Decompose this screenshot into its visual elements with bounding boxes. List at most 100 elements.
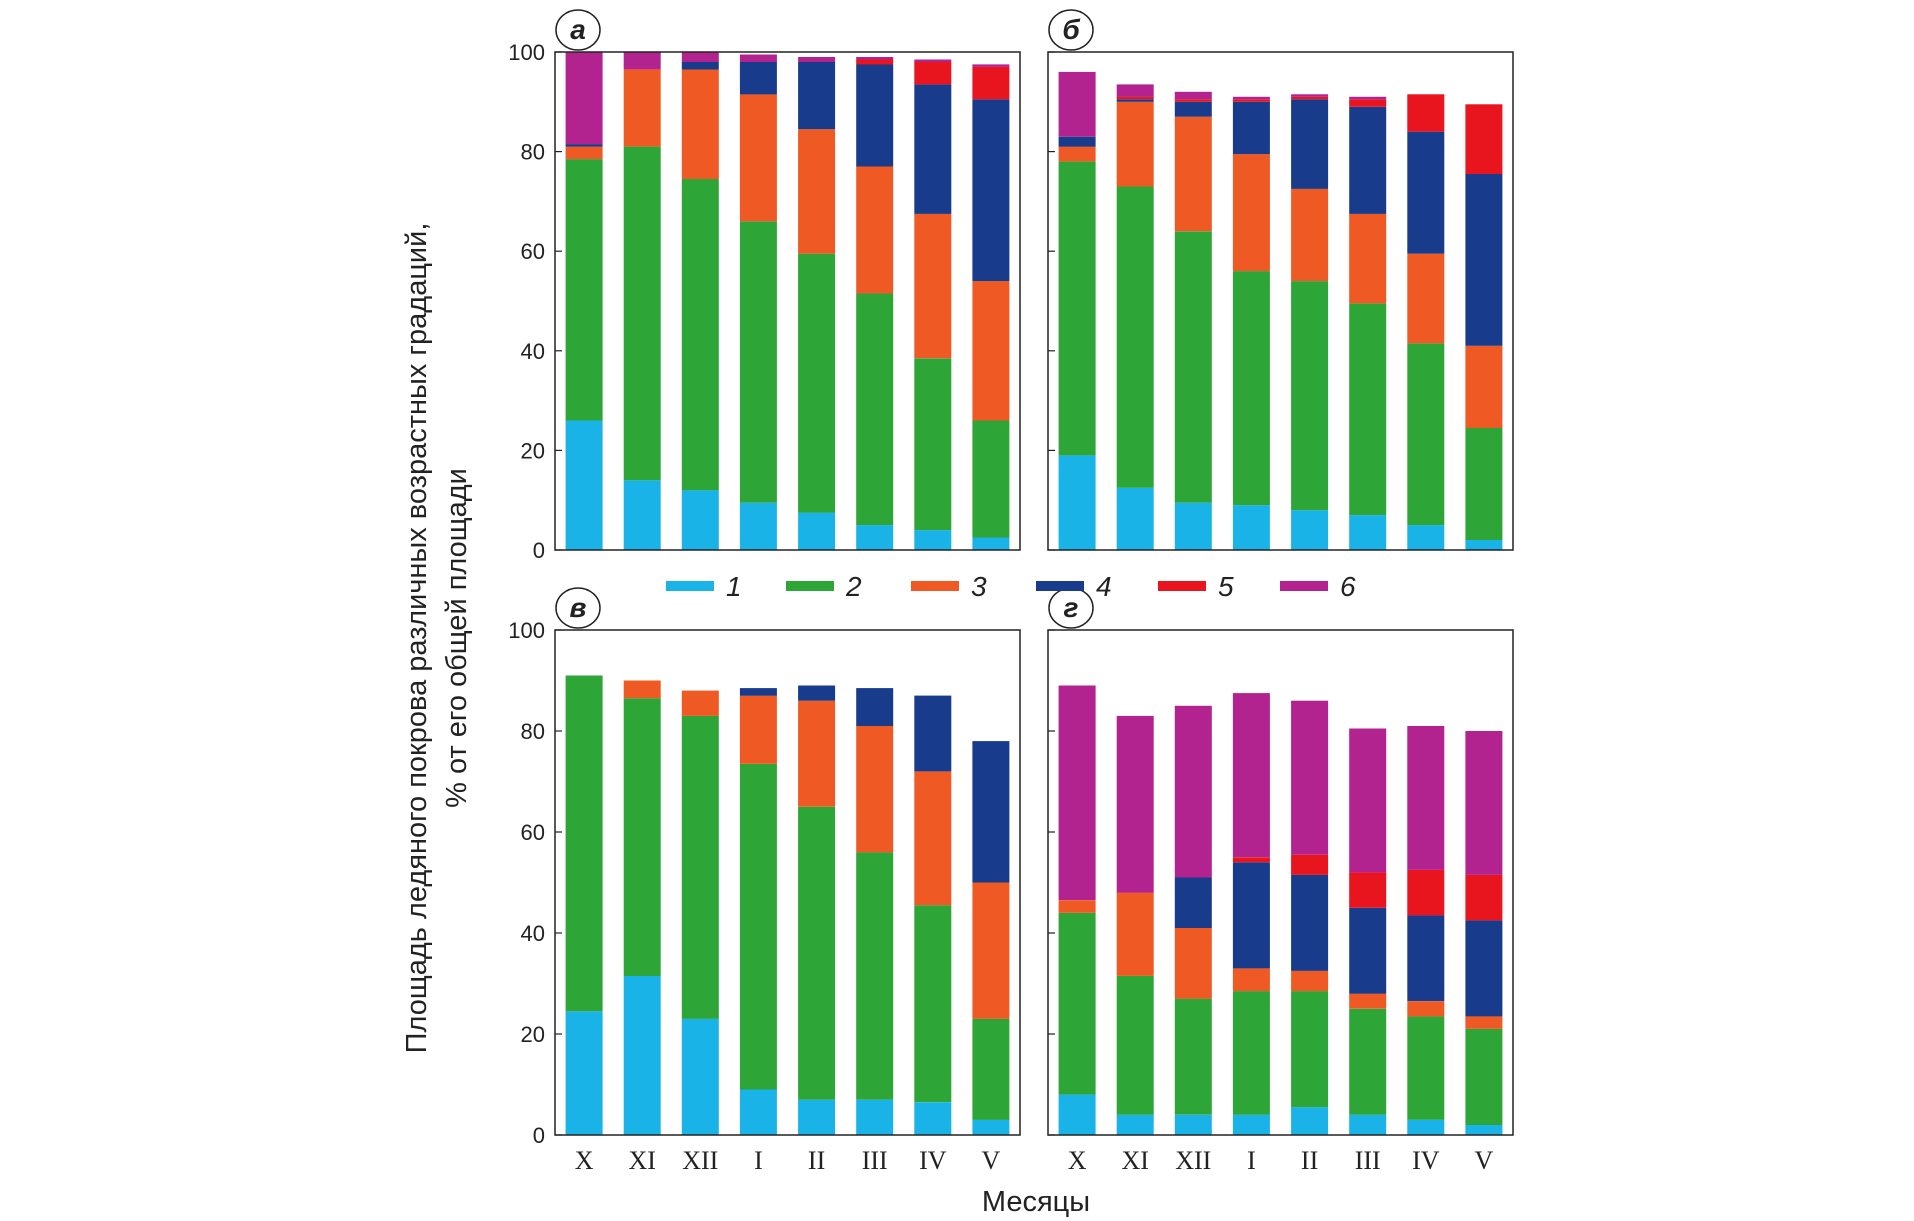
- bar-panel2-I-class2: [1232, 271, 1270, 506]
- bar-panel3-V-class3: [972, 882, 1010, 1019]
- bar-panel2-X-class3: [1058, 146, 1096, 162]
- bar-panel2-I-class6: [1232, 96, 1270, 100]
- panel-frame: [554, 51, 1021, 551]
- bar-panel1-II-class2: [798, 253, 836, 513]
- bar-panel4-IV-class6: [1407, 726, 1445, 870]
- bar-panel4-V-class2: [1465, 1029, 1503, 1125]
- bar-panel2-V-class2: [1465, 428, 1503, 540]
- panel-label-circle: [1048, 9, 1094, 51]
- legend-swatch-3: [911, 581, 959, 591]
- bar-panel4-XI-class2: [1116, 975, 1154, 1115]
- bar-panel4-V-class4: [1465, 920, 1503, 1017]
- bar-panel4-I-class6: [1232, 693, 1270, 858]
- bar-panel4-V-class1: [1465, 1124, 1503, 1135]
- bar-panel3-V-class4: [972, 741, 1010, 883]
- x-tick-label: IV: [919, 1146, 947, 1175]
- bar-panel2-XII-class4: [1174, 101, 1212, 117]
- bar-panel1-XII-class1: [681, 490, 719, 550]
- bar-panel4-X-class1: [1058, 1094, 1096, 1135]
- y-tick-label: 100: [508, 618, 545, 643]
- bar-panel2-XI-class6: [1116, 84, 1154, 97]
- bar-panel2-II-class2: [1291, 281, 1329, 511]
- y-axis-title-line-2: % от его общей площади: [441, 468, 473, 808]
- bar-panel2-V-class5: [1465, 104, 1503, 174]
- bar-panel2-XII-class5: [1174, 99, 1212, 102]
- y-tick-label: 40: [521, 339, 545, 364]
- bar-panel4-XII-class3: [1174, 928, 1212, 999]
- bar-panel2-III-class6: [1349, 96, 1387, 100]
- x-tick-label: III: [1355, 1146, 1381, 1175]
- x-tick-label: II: [808, 1146, 825, 1175]
- y-tick-label: 20: [521, 1022, 545, 1047]
- bar-panel2-I-class3: [1232, 154, 1270, 272]
- bar-panel2-X-class2: [1058, 161, 1096, 456]
- legend-label-4: 4: [1096, 571, 1112, 602]
- bar-panel1-V-class1: [972, 537, 1010, 550]
- legend-swatch-1: [666, 581, 714, 591]
- bar-panel4-XI-class1: [1116, 1114, 1154, 1135]
- bar-panel3-III-class4: [856, 688, 894, 726]
- bar-panel1-III-class1: [856, 525, 894, 550]
- x-tick-label: XII: [682, 1146, 718, 1175]
- bar-panel1-X-class4: [565, 144, 603, 147]
- panel-2: б: [1047, 9, 1514, 551]
- panel-label: б: [1062, 14, 1080, 45]
- bar-panel3-II-class4: [798, 685, 836, 701]
- bar-panel4-I-class4: [1232, 862, 1270, 969]
- bar-panel1-II-class6: [798, 57, 836, 62]
- bar-panel3-I-class3: [739, 695, 777, 764]
- bar-panel4-I-class2: [1232, 991, 1270, 1115]
- bar-panel4-IV-class5: [1407, 869, 1445, 916]
- x-tick-label: II: [1301, 1146, 1318, 1175]
- bar-panel3-XII-class3: [681, 690, 719, 716]
- bar-panel1-I-class2: [739, 221, 777, 503]
- panel-frame: [1047, 51, 1514, 551]
- bar-panel2-II-class4: [1291, 99, 1329, 189]
- bar-panel3-II-class1: [798, 1099, 836, 1135]
- bar-panel1-V-class5: [972, 66, 1010, 100]
- bar-panel1-XI-class3: [623, 69, 661, 147]
- y-tick-label: 0: [533, 1123, 545, 1148]
- bar-panel1-V-class3: [972, 281, 1010, 421]
- bar-panel3-XII-class2: [681, 715, 719, 1019]
- panel-label-circle: [555, 9, 601, 51]
- bar-panel4-V-class6: [1465, 731, 1503, 875]
- bar-panel3-X-class2: [565, 675, 603, 1012]
- bar-panel4-X-class2: [1058, 912, 1096, 1095]
- legend-swatch-4: [1036, 581, 1084, 591]
- legend-swatch-2: [786, 581, 834, 591]
- legend-label-2: 2: [845, 571, 862, 602]
- bar-panel4-III-class5: [1349, 872, 1387, 908]
- bar-panel1-XII-class2: [681, 179, 719, 491]
- bar-panel4-III-class2: [1349, 1008, 1387, 1115]
- y-tick-label: 60: [521, 820, 545, 845]
- bar-panel2-III-class5: [1349, 99, 1387, 107]
- bar-panel2-II-class6: [1291, 94, 1329, 97]
- bar-panel1-XI-class2: [623, 146, 661, 481]
- y-tick-label: 80: [521, 140, 545, 165]
- bar-panel1-I-class4: [739, 62, 777, 95]
- x-tick-label: I: [754, 1146, 763, 1175]
- bar-panel4-I-class3: [1232, 968, 1270, 992]
- bar-panel2-V-class4: [1465, 174, 1503, 346]
- x-tick-label: XII: [1175, 1146, 1211, 1175]
- bar-panel4-II-class3: [1291, 970, 1329, 992]
- bar-panel4-II-class4: [1291, 874, 1329, 971]
- bar-panel4-XII-class1: [1174, 1114, 1212, 1135]
- y-tick-label: 60: [521, 239, 545, 264]
- bar-panel2-X-class6: [1058, 71, 1096, 137]
- bar-panel2-I-class1: [1232, 505, 1270, 550]
- bar-panel1-IV-class1: [914, 530, 952, 550]
- panel-label: а: [570, 14, 586, 45]
- bar-panel4-XII-class2: [1174, 998, 1212, 1115]
- panel-1: 0 20 40 60 80 100 а: [508, 9, 1021, 563]
- panel-frame: [554, 629, 1021, 1136]
- x-tick-label: X: [575, 1146, 594, 1175]
- bar-panel2-XII-class1: [1174, 502, 1212, 550]
- bar-panel3-III-class3: [856, 726, 894, 853]
- bar-panel2-XI-class4: [1116, 99, 1154, 102]
- bar-panel1-III-class3: [856, 166, 894, 294]
- bar-panel4-IV-class3: [1407, 1001, 1445, 1017]
